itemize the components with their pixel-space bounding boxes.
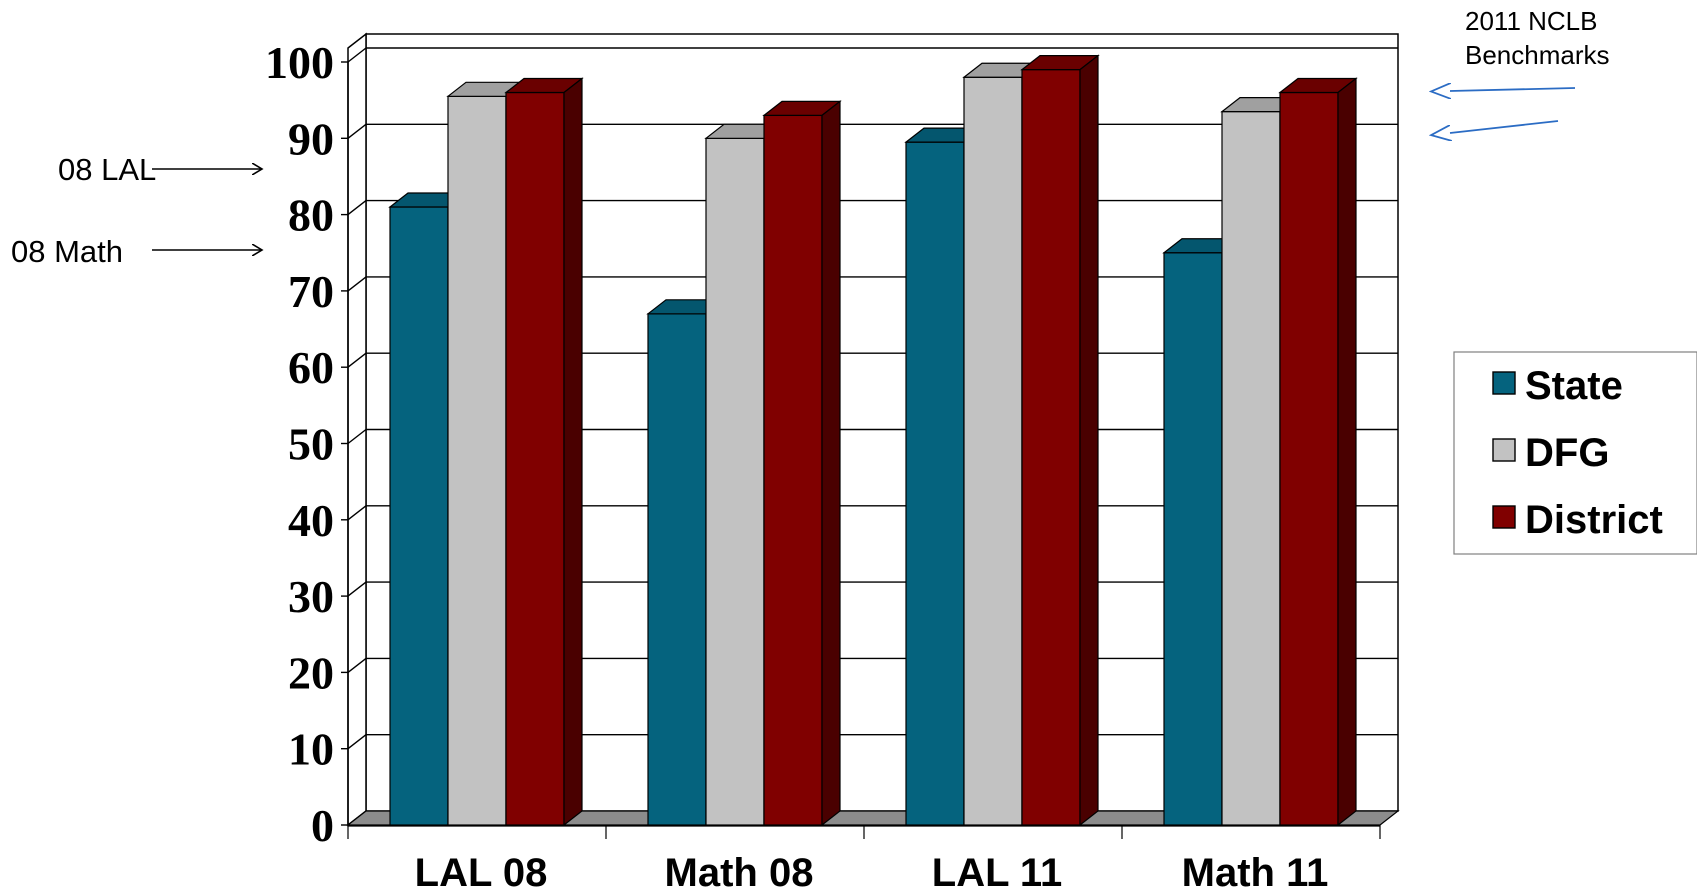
nclb-arrow-2 [1450,120,1559,133]
y-tick-label: 40 [288,495,334,546]
gridline-side [347,47,367,63]
benchmark-annotations: 08 LAL 08 Math 2011 NCLB Benchmarks [11,6,1610,269]
bar-front [389,206,449,826]
bar [1020,54,1100,827]
gridline-side [347,276,367,292]
y-tick-label: 80 [288,190,334,241]
bar-side [1337,77,1357,827]
bar-front [1021,69,1081,826]
y-tick-label: 30 [288,571,334,622]
x-tick-label: Math 11 [1182,851,1329,893]
x-tick-label: LAL 11 [932,851,1062,893]
nclb-label-line1: 2011 NCLB [1465,6,1598,36]
y-tick-label: 90 [288,113,334,164]
legend-item: District [1492,498,1663,542]
legend-label: District [1525,498,1663,542]
y-tick-label: 100 [265,37,334,88]
legend-item: DFG [1492,431,1609,475]
gridline-side [347,581,367,597]
x-axis: LAL 08 Math 08 LAL 11 Math 11 [347,825,1381,893]
bar-front [447,95,507,826]
bar-front [963,76,1023,826]
bar-front [763,114,823,826]
gridline-side [347,505,367,521]
bar-front [505,91,565,826]
bar-side [563,77,583,827]
bar-front [1279,91,1339,826]
x-tick-label: Math 08 [665,851,814,893]
nclb-label-line2: Benchmarks [1465,40,1610,70]
bar-front [1221,110,1281,826]
bar-side [1079,54,1099,827]
y-tick-label: 60 [288,342,334,393]
bar [504,77,584,827]
gridline-side [347,428,367,445]
bar [1278,77,1358,827]
lal-benchmark-label: 08 LAL [58,152,156,187]
gridline-side [347,123,367,139]
nclb-arrow-1 [1450,88,1576,91]
bar-front [905,141,965,826]
y-tick-label: 70 [288,266,334,317]
legend-item: State [1492,364,1623,408]
bar-front [1163,252,1223,826]
legend-swatch [1492,505,1516,529]
y-tick-label: 10 [288,724,334,775]
y-tick-label: 20 [288,647,334,698]
y-tick-label: 50 [288,419,334,470]
bar [762,100,842,827]
y-axis: 0 10 20 30 40 50 60 70 80 90 100 [265,37,349,851]
legend: State DFG District [1453,351,1697,555]
gridline-side [347,734,367,750]
gridline-side [347,352,367,368]
gridline-side [347,200,367,216]
y-tick-label: 0 [311,800,334,851]
legend-label: State [1525,364,1623,408]
bars [388,54,1358,827]
legend-label: DFG [1525,431,1609,475]
legend-swatch [1492,438,1516,462]
bar-side [821,100,841,827]
bar-front [647,313,707,826]
bar-front [705,137,765,826]
math-benchmark-label: 08 Math [11,234,123,269]
gridline-side [347,657,367,673]
legend-swatch [1492,371,1516,395]
side-wall [347,32,367,827]
x-tick-label: LAL 08 [415,851,548,893]
